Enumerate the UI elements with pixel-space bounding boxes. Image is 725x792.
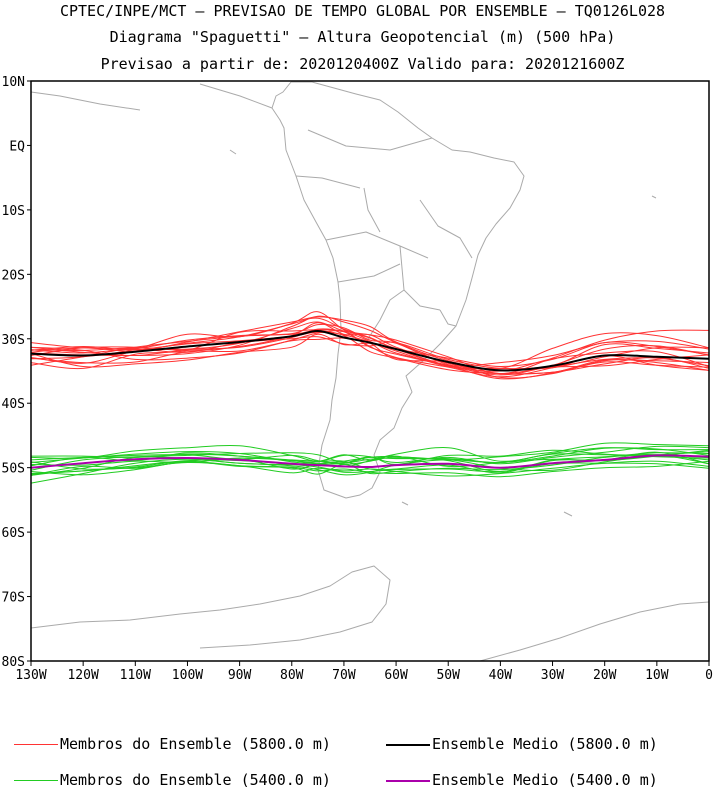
legend-label: Membros do Ensemble (5800.0 m) bbox=[60, 735, 331, 753]
spaghetti-chart: 130W 120W 110W 100W 90W 80W 70W 60W 50W 40W 30W 20W… bbox=[2, 75, 713, 683]
y-tick-label: 80S bbox=[2, 655, 25, 670]
y-tick-label: 20S bbox=[2, 268, 25, 283]
series-line-24 bbox=[30, 442, 710, 462]
x-tick-label: 120W bbox=[67, 668, 98, 683]
x-tick-label: 100W bbox=[172, 668, 203, 683]
x-tick-label: 0 bbox=[705, 668, 713, 683]
legend-swatch-black bbox=[386, 743, 430, 746]
chart-title-line2: Diagrama "Spaguetti" — Altura Geopotenci… bbox=[109, 28, 616, 46]
series-line-0 bbox=[30, 329, 710, 372]
x-tick-label: 90W bbox=[228, 668, 252, 683]
y-tick-label: 30S bbox=[2, 333, 25, 348]
x-tick-label: 80W bbox=[280, 668, 304, 683]
series-line-30 bbox=[30, 459, 710, 477]
x-tick-label: 30W bbox=[541, 668, 565, 683]
chart-title-line3: Previsao a partir de: 2020120400Z Valido… bbox=[100, 55, 625, 73]
legend-swatch-red bbox=[14, 744, 58, 745]
series-line-19 bbox=[30, 449, 710, 468]
y-tick-label: 40S bbox=[2, 397, 25, 412]
contour-series bbox=[30, 311, 710, 484]
legend-item-members-5800: Membros do Ensemble (5800.0 m) bbox=[14, 735, 331, 753]
legend-item-mean-5800: Ensemble Medio (5800.0 m) bbox=[386, 735, 658, 753]
x-tick-label: 10W bbox=[645, 668, 669, 683]
series-line-23 bbox=[30, 455, 710, 484]
country-borders bbox=[295, 129, 473, 343]
x-tick-label: 70W bbox=[332, 668, 356, 683]
legend-label: Membros do Ensemble (5400.0 m) bbox=[60, 771, 331, 789]
series-line-15 bbox=[30, 311, 710, 367]
legend-label: Ensemble Medio (5800.0 m) bbox=[432, 735, 658, 753]
series-line-27 bbox=[30, 461, 710, 474]
map-outline bbox=[30, 81, 710, 662]
y-tick-label: 10S bbox=[2, 204, 25, 219]
series-line-29 bbox=[30, 449, 710, 466]
y-tick-label: 60S bbox=[2, 526, 25, 541]
chart-title-line1: CPTEC/INPE/MCT — PREVISAO DE TEMPO GLOBA… bbox=[59, 2, 666, 20]
series-line-11 bbox=[30, 329, 710, 370]
series-line-16 bbox=[30, 331, 710, 375]
legend-item-members-5400: Membros do Ensemble (5400.0 m) bbox=[14, 771, 331, 789]
x-tick-label: 20W bbox=[593, 668, 617, 683]
x-tick-label: 40W bbox=[489, 668, 513, 683]
y-tick-label: 50S bbox=[2, 462, 25, 477]
legend-label: Ensemble Medio (5400.0 m) bbox=[432, 771, 658, 789]
plot-frame bbox=[30, 80, 710, 662]
axes: 130W 120W 110W 100W 90W 80W 70W 60W 50W 40W 30W 20W… bbox=[2, 75, 713, 683]
y-tick-label: 10N bbox=[2, 75, 25, 90]
south-atlantic-islands bbox=[229, 149, 657, 517]
x-tick-label: 130W bbox=[15, 668, 46, 683]
series-line-12 bbox=[30, 315, 710, 371]
series-line-21 bbox=[30, 447, 710, 468]
legend-swatch-green bbox=[14, 780, 58, 781]
x-tick-label: 60W bbox=[384, 668, 408, 683]
south-america-coastline bbox=[271, 81, 525, 499]
legend-swatch-purple bbox=[386, 779, 430, 782]
antarctica-coastline bbox=[30, 565, 710, 662]
central-america bbox=[30, 83, 273, 111]
y-tick-label: 70S bbox=[2, 591, 25, 606]
legend-item-mean-5400: Ensemble Medio (5400.0 m) bbox=[386, 771, 658, 789]
y-tick-label: EQ bbox=[9, 139, 25, 154]
x-tick-label: 110W bbox=[120, 668, 151, 683]
series-line-1 bbox=[30, 454, 710, 469]
x-tick-label: 50W bbox=[436, 668, 460, 683]
